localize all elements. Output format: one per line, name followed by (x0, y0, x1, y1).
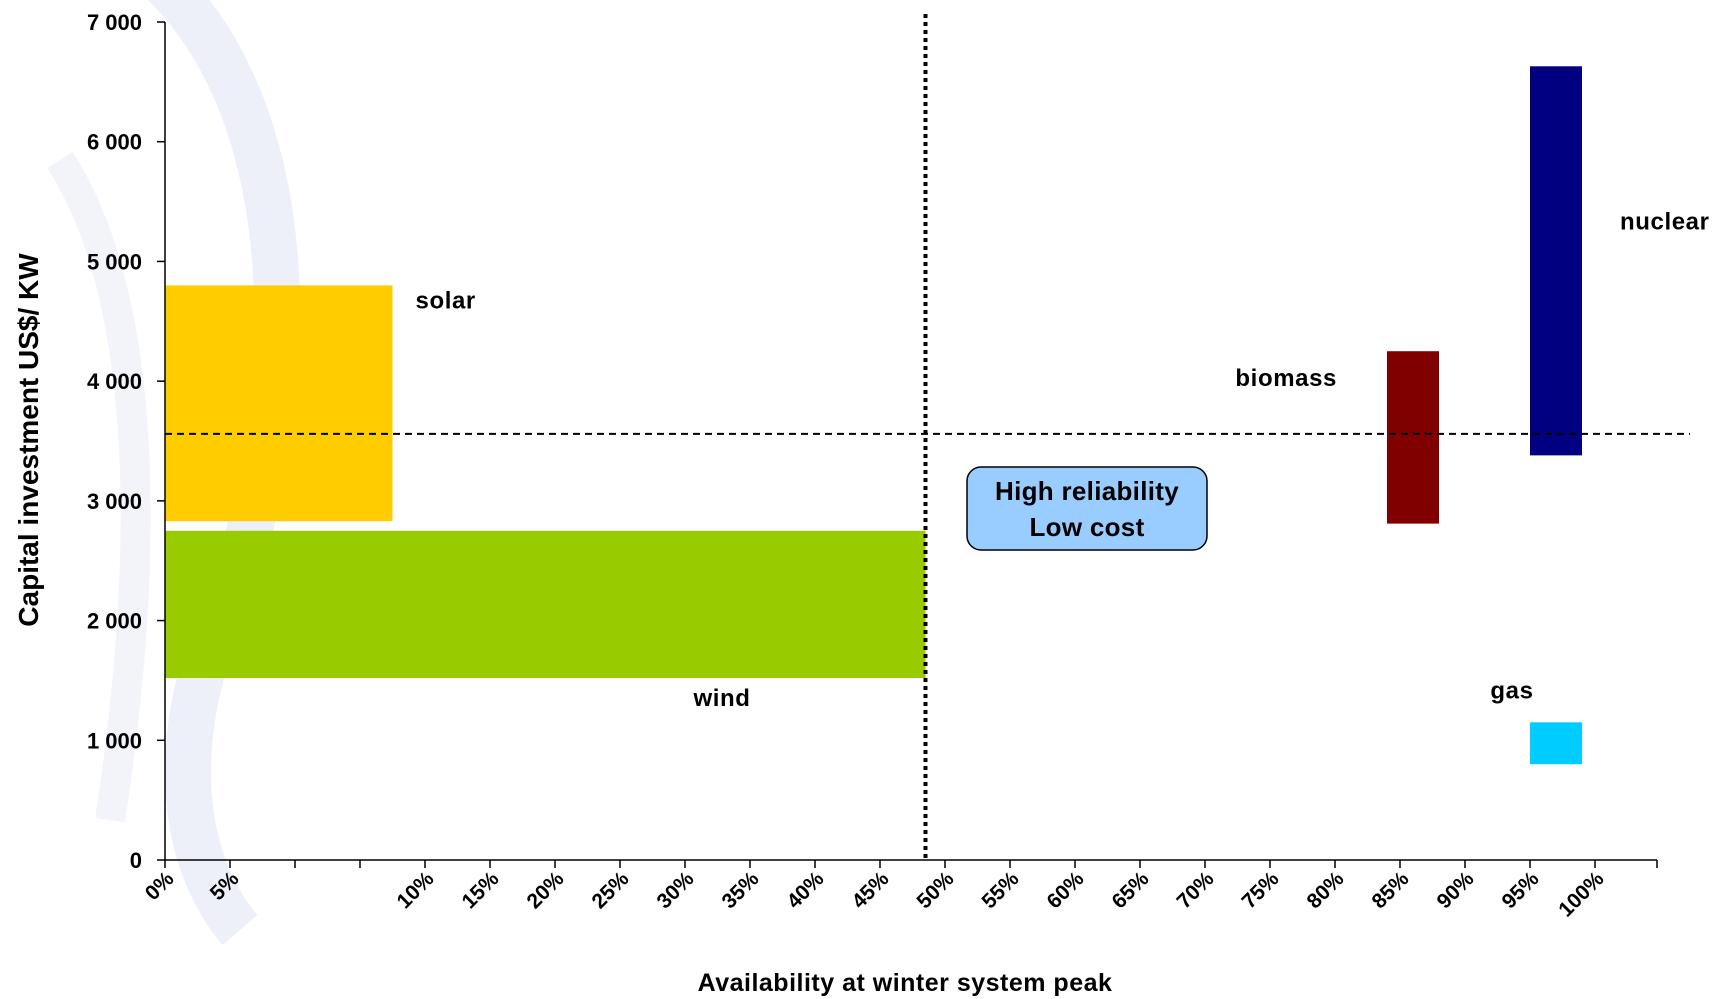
x-tick-label: 35% (718, 867, 764, 913)
y-tick-label: 7 000 (87, 10, 142, 35)
solar-label: solar (416, 287, 476, 314)
wind-label: wind (692, 685, 750, 712)
annotation-callout: High reliability Low cost (966, 466, 1208, 551)
y-tick-label: 4 000 (87, 369, 142, 394)
wind-bar (165, 530, 926, 679)
y-axis-title: Capital investment US$/ KW (13, 253, 44, 627)
y-tick-label: 0 (130, 848, 142, 873)
x-tick-label: 95% (1498, 867, 1544, 913)
range-bars (165, 66, 1582, 765)
x-tick-label: 50% (913, 867, 959, 913)
x-tick-label: 40% (783, 867, 829, 913)
x-tick-label: 100% (1554, 867, 1608, 921)
callout-box (966, 466, 1208, 551)
gas-label: gas (1490, 677, 1533, 704)
x-tick-label: 70% (1173, 867, 1219, 913)
y-tick-label: 1 000 (87, 728, 142, 753)
x-tick-label: 10% (393, 867, 439, 913)
x-tick-label: 90% (1433, 867, 1479, 913)
x-tick-label: 55% (978, 867, 1024, 913)
x-tick-label: 25% (588, 867, 634, 913)
x-tick-label: 30% (653, 867, 699, 913)
x-tick-label: 60% (1043, 867, 1089, 913)
x-tick-label: 85% (1368, 867, 1414, 913)
x-tick-label: 0% (141, 867, 179, 905)
x-axis-title: Availability at winter system peak (698, 969, 1113, 997)
series-labels: solar wind biomass nuclear gas (416, 208, 1710, 712)
y-tick-label: 2 000 (87, 609, 142, 634)
solar-bar (165, 285, 393, 522)
callout-line-2: Low cost (1029, 512, 1144, 542)
x-tick-label: 75% (1238, 867, 1284, 913)
gas-bar (1530, 722, 1582, 765)
nuclear-label: nuclear (1620, 208, 1710, 235)
x-tick-label: 65% (1108, 867, 1154, 913)
y-tick-label: 6 000 (87, 130, 142, 155)
x-tick-label: 45% (848, 867, 894, 913)
biomass-label: biomass (1235, 365, 1337, 392)
y-tick-label: 3 000 (87, 489, 142, 514)
y-tick-label: 5 000 (87, 249, 142, 274)
x-tick-label: 20% (523, 867, 569, 913)
reference-lines (165, 14, 1690, 860)
x-tick-label: 80% (1303, 867, 1349, 913)
x-tick-label: 15% (458, 867, 504, 913)
nuclear-bar (1530, 66, 1582, 456)
biomass-bar (1387, 351, 1439, 524)
callout-line-1: High reliability (995, 476, 1179, 506)
